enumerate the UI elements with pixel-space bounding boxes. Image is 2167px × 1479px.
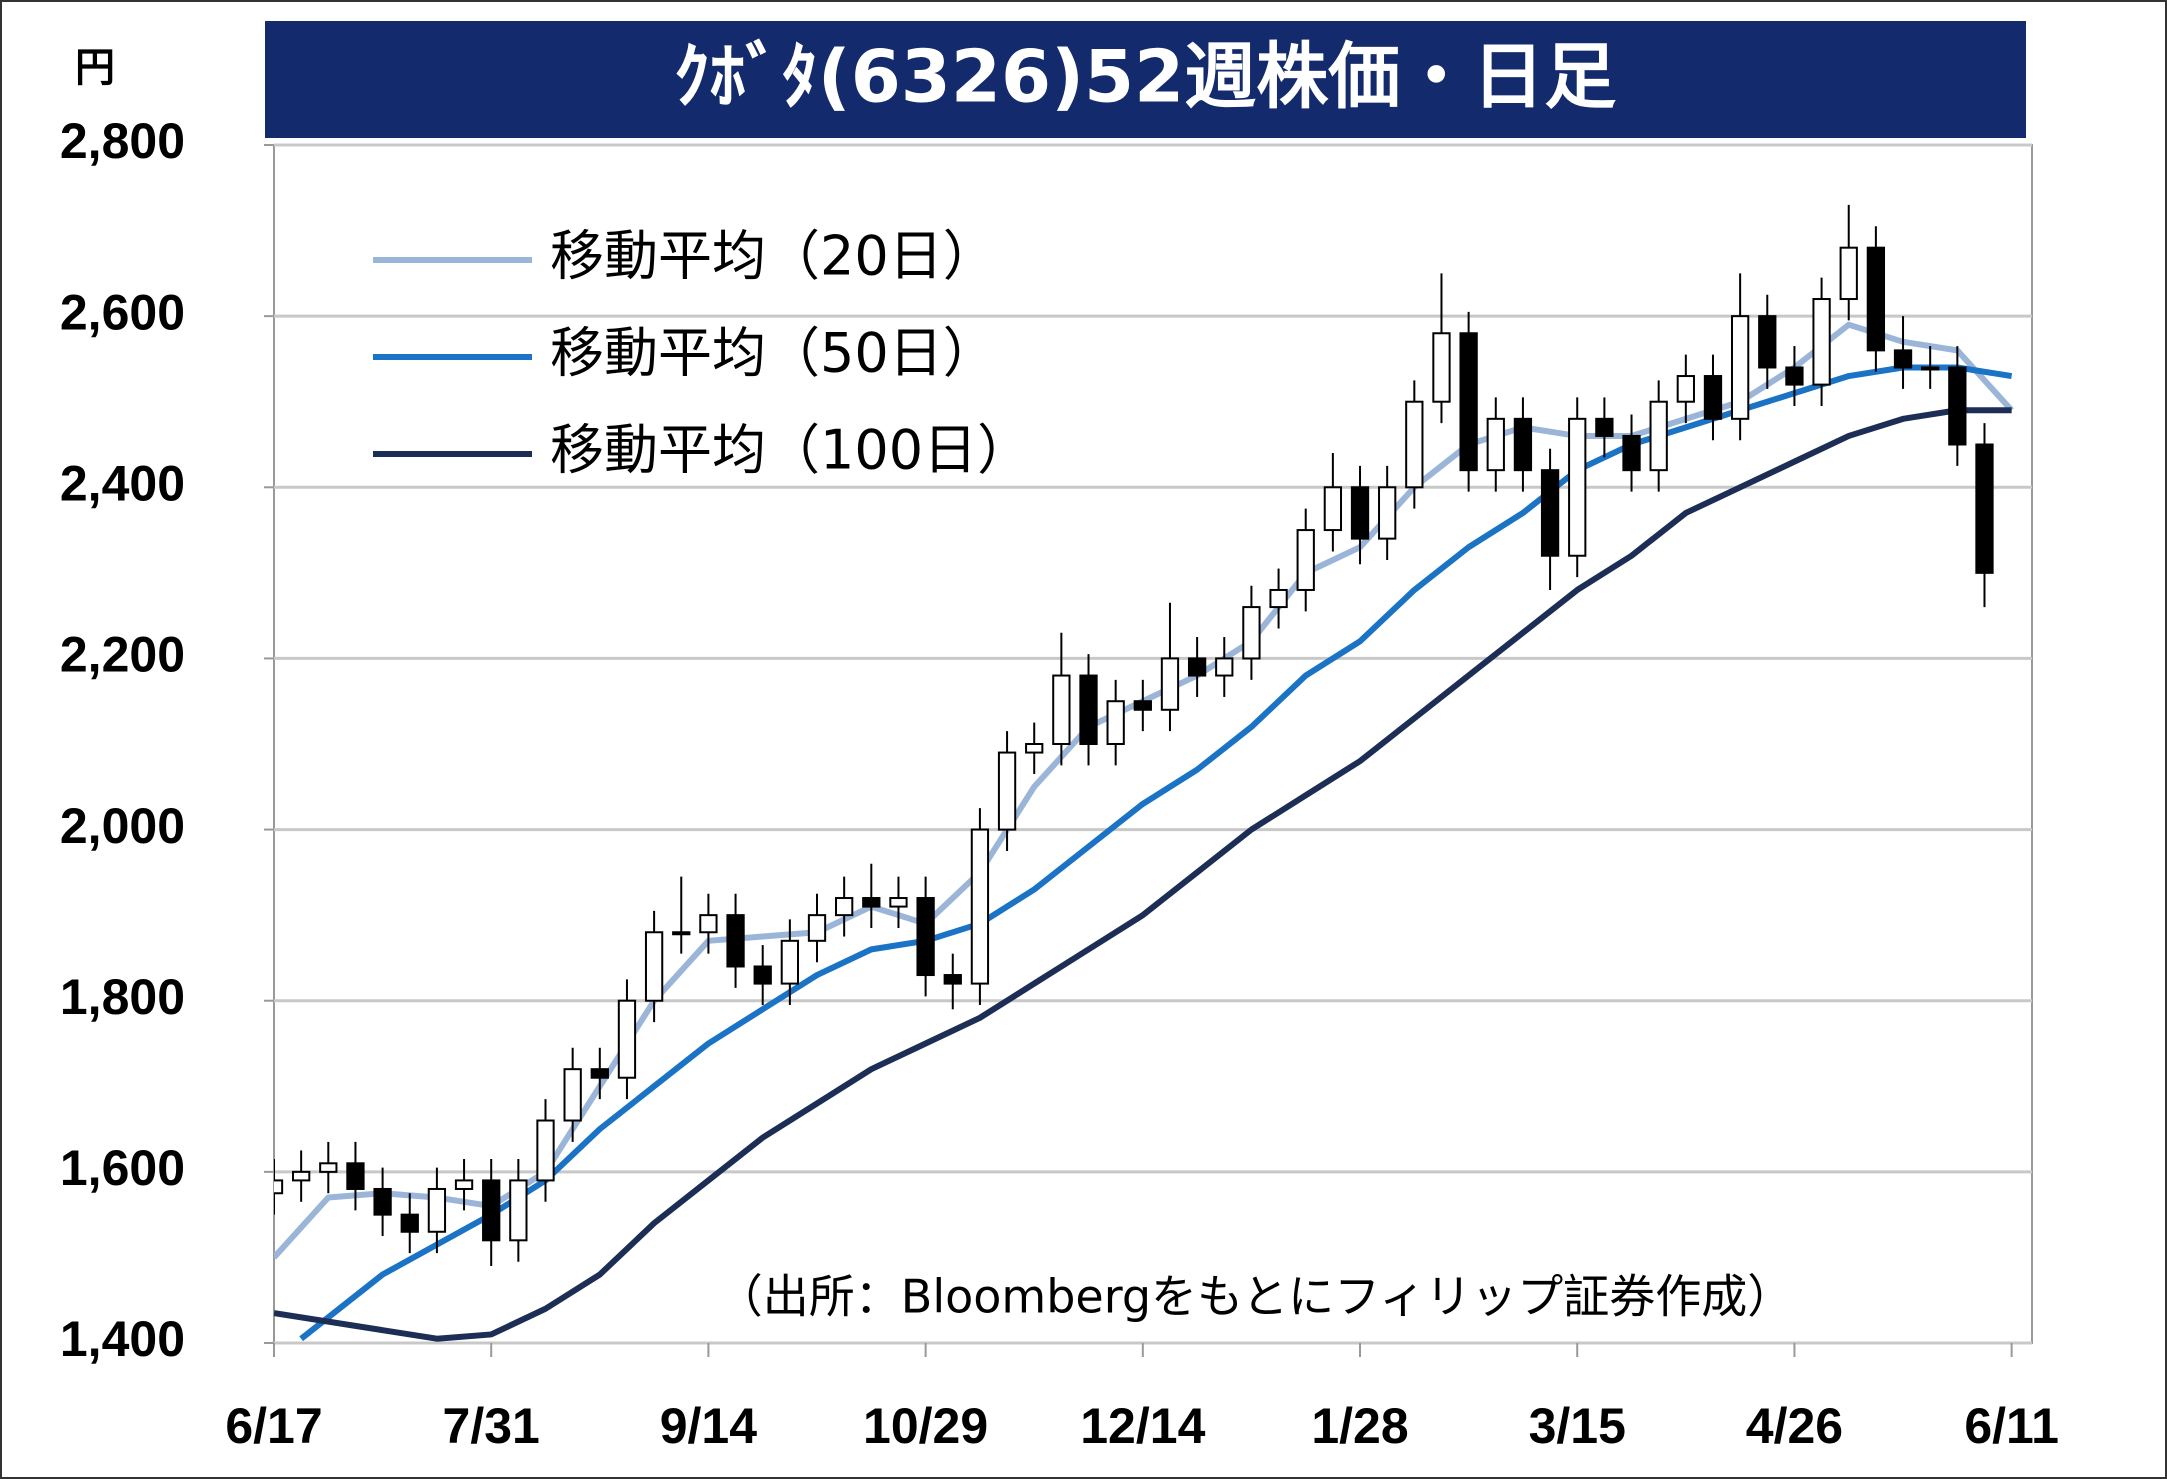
candle-body [672,931,691,936]
candle-body [1296,529,1315,591]
candle-body [1486,417,1505,472]
candle-body [1649,400,1668,472]
candle-body [292,1170,311,1182]
candle-body [563,1068,582,1122]
candle-body [835,897,854,917]
candle-body [319,1162,338,1173]
candle-body [1948,366,1967,446]
y-unit-label: 円 [75,45,115,91]
legend: 移動平均（20日） 移動平均（50日） 移動平均（100日） [373,225,1031,482]
y-tick-label: 2,000 [60,798,185,854]
candle-body [346,1162,365,1190]
candle-body [644,931,664,1002]
legend-label: 移動平均（20日） [550,225,997,288]
x-tick-label: 9/14 [660,1398,758,1454]
candle-body [1839,246,1858,301]
candle-body [943,974,962,985]
candle-body [590,1068,609,1079]
grid: 1,400 1,600 1,800 2,000 2,200 2,400 2,600 2,800… [60,113,2059,1454]
chart-title: ｸﾎﾞﾀ(6326)52週株価・日足 [674,35,1616,119]
x-tick-label: 10/29 [863,1398,988,1454]
candle-body [1106,700,1125,746]
x-tick-label: 12/14 [1080,1398,1205,1454]
title-bar [265,21,2026,138]
x-tick-label: 7/31 [443,1398,540,1454]
candle-body [1269,588,1288,609]
candle-body [1405,400,1424,489]
candle-body [726,914,745,968]
candle-body [1568,417,1587,557]
candle-body [780,939,800,985]
candle-body [889,897,908,908]
candle-body [1350,486,1370,540]
candle-body [1676,375,1695,403]
candle-body [699,914,718,934]
candle-body [1921,366,1940,371]
candle-body [427,1187,447,1233]
candle-body [482,1179,501,1242]
candle-body [1622,434,1641,472]
x-tick-label: 3/15 [1529,1398,1626,1454]
candle-body [916,897,935,977]
candle-body [1540,469,1560,557]
candle-body [274,1179,284,1195]
y-tick-label: 2,600 [60,284,185,340]
candle-body [454,1179,474,1190]
candle-body [1703,375,1723,420]
legend-label: 移動平均（100日） [550,419,1031,482]
candle-body [1459,332,1478,472]
candle-body [1187,657,1207,677]
y-tick-label: 2,800 [60,113,185,169]
candle-body [1242,606,1261,660]
x-tick-label: 6/17 [225,1398,322,1454]
y-tick-label: 1,600 [60,1140,185,1196]
candle-body [400,1213,419,1233]
y-tick-label: 1,400 [60,1311,185,1367]
candle-body [1513,417,1533,472]
y-tick-label: 1,800 [60,969,185,1025]
candle-body [970,828,990,985]
candle-body [1133,700,1152,711]
x-tick-label: 1/28 [1311,1398,1408,1454]
candles [274,204,1994,1266]
candle-body [1079,674,1098,745]
candle-body [753,965,772,985]
candle-body [1215,657,1234,677]
x-tick-label: 6/11 [1964,1398,2059,1454]
candle-body [1866,246,1886,352]
candle-body [1730,315,1750,420]
legend-label: 移動平均（50日） [550,322,997,385]
candle-body [536,1119,555,1182]
candle-body [1893,349,1913,369]
candle-body [1812,298,1831,386]
candle-body [1160,657,1180,711]
candle-body [1025,743,1044,754]
annotation: （出所：Bloombergをもとにフィリップ証券作成） [717,1270,1793,1324]
ma-line [274,407,2012,1342]
candle-body [1785,366,1804,386]
candle-body [1378,486,1397,540]
candle-body [997,751,1017,831]
candle-body [373,1187,392,1216]
candle-body [509,1179,528,1242]
candle-body [617,999,637,1079]
candle-body [1975,443,1994,574]
candle-body [1323,486,1343,532]
candle-body [862,897,881,908]
candle-body [807,914,827,942]
candle-body [1758,315,1777,369]
candle-body [1432,332,1451,403]
candle-body [1595,417,1614,437]
y-tick-label: 2,400 [60,455,185,511]
candle-body [1052,674,1071,745]
y-tick-label: 2,200 [60,627,185,683]
x-tick-label: 4/26 [1746,1398,1843,1454]
